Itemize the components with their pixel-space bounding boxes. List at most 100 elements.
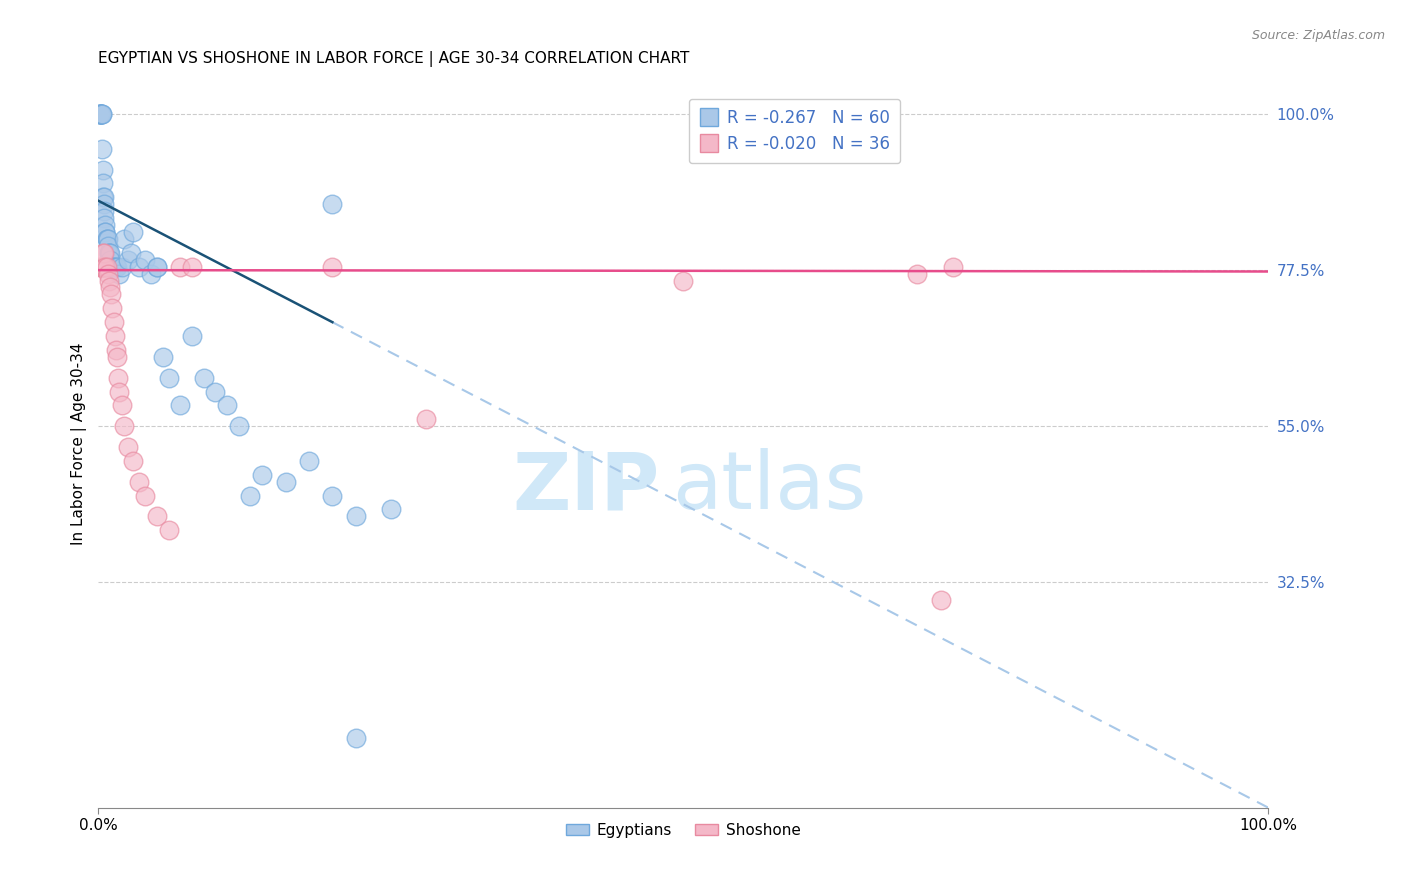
Point [89,107,111,121]
Point [380,502,402,516]
Point [274,475,297,489]
Point [90,107,112,121]
Point [108,267,131,281]
Point [100,287,122,301]
Point [94,225,117,239]
Point [98,252,121,267]
Point [97,273,120,287]
Point [321,489,343,503]
Point [112,419,135,434]
Point [122,225,145,239]
Point [321,197,343,211]
Point [98,280,121,294]
Point [97,232,120,246]
Point [105,350,128,364]
Text: ZIP: ZIP [513,449,659,526]
Point [90,107,112,121]
Point [157,523,180,537]
Point [96,260,118,274]
Point [103,315,125,329]
Point [672,273,695,287]
Point [90,107,112,121]
Point [94,260,117,274]
Point [98,245,121,260]
Point [104,343,127,357]
Point [93,260,115,274]
Point [104,260,127,274]
Point [146,509,169,524]
Point [103,260,125,274]
Point [91,162,114,177]
Point [93,197,115,211]
Point [415,412,437,426]
Point [344,731,367,746]
Point [298,454,321,468]
Point [90,107,112,121]
Point [101,260,124,274]
Y-axis label: In Labor Force | Age 30-34: In Labor Force | Age 30-34 [72,343,87,545]
Point [111,398,134,412]
Point [117,252,139,267]
Point [929,592,952,607]
Point [91,190,114,204]
Point [101,301,124,316]
Point [181,329,204,343]
Point [94,218,117,232]
Point [250,467,273,482]
Point [134,489,156,503]
Text: EGYPTIAN VS SHOSHONE IN LABOR FORCE | AGE 30-34 CORRELATION CHART: EGYPTIAN VS SHOSHONE IN LABOR FORCE | AG… [98,51,690,67]
Point [239,489,262,503]
Point [90,142,112,156]
Point [204,384,226,399]
Point [128,260,150,274]
Point [97,245,120,260]
Point [96,232,118,246]
Point [120,245,142,260]
Point [941,260,963,274]
Point [97,239,120,253]
Point [93,245,115,260]
Text: atlas: atlas [672,449,866,526]
Point [93,204,115,219]
Point [90,107,112,121]
Point [215,398,238,412]
Point [107,370,129,384]
Point [89,260,111,274]
Point [89,107,111,121]
Point [181,260,204,274]
Point [108,384,131,399]
Point [152,350,174,364]
Point [321,260,343,274]
Text: Source: ZipAtlas.com: Source: ZipAtlas.com [1251,29,1385,42]
Point [93,190,115,204]
Point [97,267,120,281]
Point [228,419,250,434]
Point [111,260,134,274]
Point [117,440,139,454]
Point [157,370,180,384]
Point [93,211,115,225]
Point [169,260,191,274]
Point [169,398,191,412]
Point [344,509,367,524]
Point [105,260,128,274]
Point [122,454,145,468]
Point [905,267,928,281]
Point [139,267,162,281]
Point [89,107,111,121]
Legend: Egyptians, Shoshone: Egyptians, Shoshone [560,816,807,844]
Point [91,177,114,191]
Point [134,252,156,267]
Point [90,260,112,274]
Point [90,260,112,274]
Point [128,475,150,489]
Point [94,225,117,239]
Point [193,370,215,384]
Point [104,329,127,343]
Point [100,260,122,274]
Point [146,260,169,274]
Point [91,260,114,274]
Point [112,232,135,246]
Point [91,245,114,260]
Point [96,232,118,246]
